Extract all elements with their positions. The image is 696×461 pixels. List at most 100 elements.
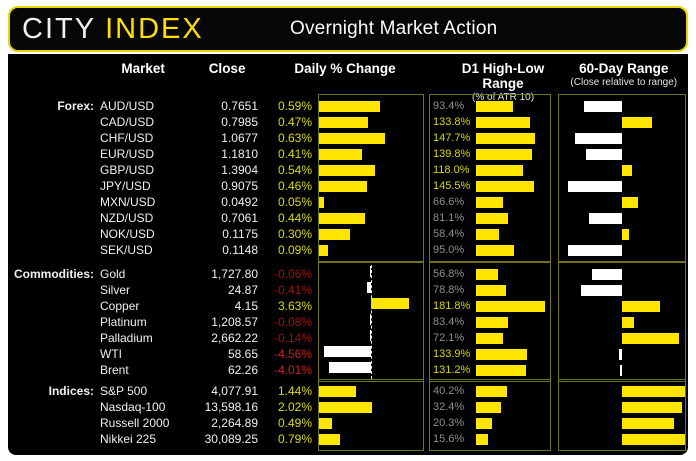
sixty-day-range-row — [559, 162, 685, 178]
daily-change-bar-row — [319, 146, 423, 162]
daily-change-bar-row — [319, 162, 423, 178]
close-value: 0.7985 — [221, 115, 258, 129]
daily-change-bar — [319, 100, 381, 112]
daily-change-bar — [319, 196, 325, 208]
daily-change-value: 0.05% — [277, 195, 312, 209]
d1-range-row: 95.0% — [430, 242, 550, 258]
column-header-daily-change: Daily % Change — [294, 61, 396, 76]
logo-city-text: CITY — [22, 12, 97, 45]
d1-range-bar — [476, 385, 508, 397]
sixty-day-range-row — [559, 146, 685, 162]
d1-range-bar — [476, 228, 500, 240]
sixty-day-range-bar — [622, 385, 685, 397]
close-value: 0.1148 — [222, 243, 258, 257]
d1-range-bar — [476, 364, 526, 376]
city-index-logo: CITY INDEX — [22, 13, 204, 46]
d1-range-bar-track — [476, 162, 550, 178]
column-header-market: Market — [121, 61, 165, 76]
daily-change-bar — [369, 329, 371, 341]
daily-change-bar-row — [319, 194, 423, 210]
daily-change-bar — [371, 297, 409, 309]
daily-change-bar-row — [319, 295, 423, 311]
sixty-day-range-bar — [622, 116, 652, 128]
sixty-day-range-bar — [622, 332, 680, 344]
close-value: 2,662.22 — [211, 331, 258, 345]
sixty-day-range-row — [559, 114, 685, 130]
daily-change-bar — [319, 401, 372, 413]
close-value: 1.1810 — [221, 147, 258, 161]
table-row: Brent 62.26 -4.01% — [14, 362, 688, 378]
d1-range-value: 20.3% — [433, 417, 465, 429]
table-row: SEK/USD 0.1148 0.09% — [14, 242, 688, 258]
d1-range-bar — [476, 401, 502, 413]
daily-change-value: 0.09% — [277, 243, 312, 257]
d1-range-row: 32.4% — [430, 399, 550, 415]
daily-change-value: -0.41% — [273, 283, 312, 297]
d1-range-value: 15.6% — [433, 433, 465, 445]
d1-range-value: 145.5% — [433, 180, 471, 192]
d1-range-bar-track — [476, 178, 550, 194]
d1-range-row: 15.6% — [430, 431, 550, 447]
sixty-day-range-row — [559, 226, 685, 242]
d1-range-bar-track — [476, 399, 550, 415]
daily-change-bar-row — [319, 178, 423, 194]
sixty-day-range-row — [559, 415, 685, 431]
d1-range-row: 81.1% — [430, 210, 550, 226]
daily-change-value: 2.02% — [277, 400, 312, 414]
market-name: GBP/USD — [100, 163, 155, 177]
sixty-day-range-row — [559, 431, 685, 447]
daily-change-panel — [318, 94, 424, 262]
d1-range-value: 72.1% — [433, 332, 465, 344]
sixty-day-range-row — [559, 330, 685, 346]
daily-change-bar — [319, 180, 367, 192]
close-value: 0.7651 — [221, 99, 258, 113]
daily-change-value: -4.56% — [273, 347, 312, 361]
daily-change-bar — [319, 244, 329, 256]
table-row: Commodities: Gold 1,727.80 -0.06% — [14, 266, 688, 282]
daily-change-bar-row — [319, 226, 423, 242]
table-row: JPY/USD 0.9075 0.46% — [14, 178, 688, 194]
close-value: 0.9075 — [221, 179, 258, 193]
d1-range-value: 95.0% — [433, 244, 465, 256]
daily-change-bar-row — [319, 98, 423, 114]
d1-range-bar — [476, 417, 492, 429]
daily-change-bar — [319, 433, 340, 445]
page-title: Overnight Market Action — [290, 18, 498, 39]
d1-range-value: 81.1% — [433, 212, 465, 224]
d1-range-value: 78.8% — [433, 284, 465, 296]
sixty-day-range-bar — [581, 284, 622, 296]
close-value: 0.1175 — [222, 227, 258, 241]
close-value: 4.15 — [234, 299, 258, 313]
column-header-d1-subtitle: (% of ATR 10) — [472, 92, 535, 103]
daily-change-value: 0.44% — [277, 211, 312, 225]
sixty-day-range-bar — [622, 401, 682, 413]
d1-range-bar-track — [476, 98, 550, 114]
sixty-day-range-panel — [558, 262, 686, 382]
daily-change-bar-row — [319, 383, 423, 399]
d1-range-row: 133.9% — [430, 346, 550, 362]
d1-range-row: 133.8% — [430, 114, 550, 130]
market-name: NZD/USD — [100, 211, 154, 225]
sixty-day-range-bar — [622, 196, 638, 208]
sixty-day-range-bar — [589, 212, 622, 224]
daily-change-bar — [319, 116, 368, 128]
d1-range-value: 66.6% — [433, 196, 465, 208]
close-value: 62.26 — [227, 363, 258, 377]
daily-change-value: 0.46% — [277, 179, 312, 193]
sixty-day-range-panel — [558, 94, 686, 262]
sixty-day-range-bar — [586, 148, 622, 160]
daily-change-bar — [366, 281, 371, 293]
daily-change-bar — [369, 313, 371, 325]
d1-range-bar-track — [476, 346, 550, 362]
d1-range-value: 181.8% — [433, 300, 471, 312]
sixty-day-range-bar — [618, 348, 622, 360]
table-row: WTI 58.65 -4.56% — [14, 346, 688, 362]
close-value: 58.65 — [227, 347, 258, 361]
market-group: Indices: S&P 500 4,077.91 1.44% Nasdaq-100 13… — [14, 379, 688, 451]
daily-change-bar-row — [319, 399, 423, 415]
group-label: Forex: — [57, 99, 94, 113]
market-groups: Forex: AUD/USD 0.7651 0.59% CAD/USD 0.7985 0.4… — [14, 94, 688, 451]
d1-range-bar — [476, 316, 508, 328]
close-value: 24.87 — [227, 283, 258, 297]
close-value: 1,208.57 — [211, 315, 258, 329]
